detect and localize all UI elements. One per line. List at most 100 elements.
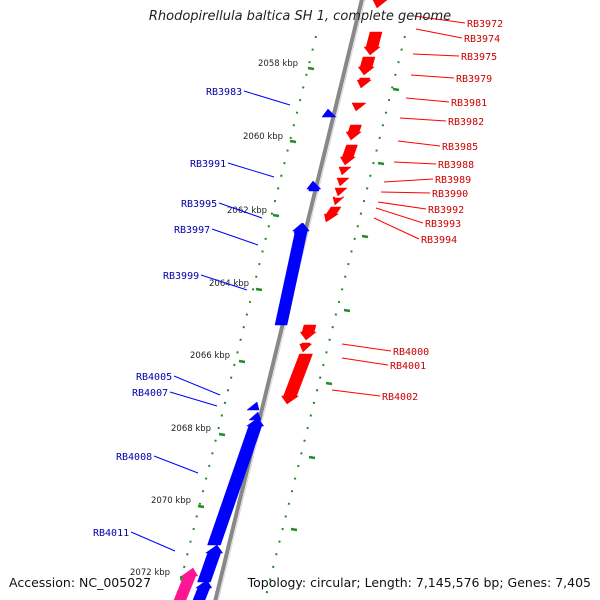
reverse-leader-line <box>130 531 176 552</box>
forward-leader-line <box>415 28 463 39</box>
forward-gene <box>372 0 388 9</box>
reverse-gene <box>306 180 322 192</box>
ruler-tick <box>361 234 369 239</box>
reverse-leader-line <box>243 90 291 106</box>
forward-gene-label: RB4000 <box>393 347 429 358</box>
forward-gene-label: RB3994 <box>421 235 457 246</box>
forward-gene-label: RB4002 <box>382 392 418 403</box>
rna-gene <box>173 567 199 600</box>
ruler-tick <box>392 87 400 92</box>
reverse-gene <box>192 579 213 600</box>
reverse-gene <box>274 222 310 326</box>
forward-gene <box>339 144 358 166</box>
forward-gene-label: RB3972 <box>467 19 503 30</box>
reverse-gene-label: RB4011 <box>93 528 129 539</box>
ruler-label: 2068 kbp <box>171 424 211 434</box>
ruler-label: 2070 kbp <box>151 496 191 506</box>
forward-leader-line <box>410 74 455 79</box>
forward-gene <box>299 324 317 341</box>
ruler-tick <box>272 213 280 218</box>
ruler-tick <box>343 308 351 313</box>
ruler-tick <box>238 359 246 364</box>
ruler-tick <box>289 139 297 144</box>
forward-gene-label: RB4001 <box>390 361 426 372</box>
ruler-label: 2058 kbp <box>258 59 298 69</box>
forward-leader-line <box>383 178 434 183</box>
ruler-tick <box>377 161 385 166</box>
ruler-tick <box>218 432 226 437</box>
reverse-gene-label: RB4005 <box>136 372 172 383</box>
topology-text: Topology: circular; Length: 7,145,576 bp… <box>247 575 591 590</box>
forward-gene-label: RB3993 <box>425 219 461 230</box>
forward-gene <box>281 353 313 405</box>
reverse-gene-label: RB4008 <box>116 452 152 463</box>
forward-gene <box>345 124 362 141</box>
forward-gene <box>356 77 372 89</box>
forward-leader-line <box>393 161 437 165</box>
reverse-gene-label: RB3997 <box>174 225 210 236</box>
forward-leader-line <box>341 343 392 352</box>
reverse-gene <box>321 108 337 118</box>
forward-leader-line <box>331 389 381 397</box>
reverse-leader-line <box>173 375 221 396</box>
forward-leader-line <box>377 201 427 210</box>
forward-gene <box>334 187 348 197</box>
reverse-leader-line <box>211 228 259 246</box>
forward-gene <box>324 206 342 223</box>
reverse-gene <box>291 222 308 234</box>
forward-gene <box>351 102 367 112</box>
forward-gene <box>299 342 313 353</box>
reverse-gene-label: RB3999 <box>163 271 199 282</box>
forward-gene <box>336 177 350 187</box>
ruler-tick <box>308 455 316 460</box>
forward-gene-label: RB3992 <box>428 205 464 216</box>
forward-gene <box>338 166 352 176</box>
forward-gene-label: RB3979 <box>456 74 492 85</box>
forward-leader-line <box>373 217 420 240</box>
gene-features <box>173 0 388 600</box>
forward-gene-label: RB3974 <box>464 34 500 45</box>
forward-leader-line <box>399 117 447 122</box>
forward-gene-label: RB3988 <box>438 160 474 171</box>
reverse-leader-line <box>218 202 263 219</box>
reverse-gene-label: RB3995 <box>181 199 217 210</box>
forward-leader-line <box>380 191 431 194</box>
reverse-gene <box>197 544 224 583</box>
forward-leader-line <box>397 140 441 147</box>
genome-title: Rhodopirellula baltica SH 1, complete ge… <box>148 9 452 24</box>
ruler-tick <box>255 287 263 292</box>
forward-gene <box>357 56 376 76</box>
ruler-label: 2060 kbp <box>243 132 283 142</box>
forward-gene <box>332 196 345 206</box>
reverse-gene-label: RB3991 <box>190 159 226 170</box>
reverse-gene <box>246 401 260 411</box>
forward-gene-label: RB3990 <box>432 189 468 200</box>
forward-gene-label: RB3982 <box>448 117 484 128</box>
forward-gene-label: RB3975 <box>461 52 497 63</box>
forward-leader-line <box>412 53 460 57</box>
forward-gene-label: RB3981 <box>451 98 487 109</box>
forward-leader-line <box>405 97 450 103</box>
forward-leader-line <box>375 207 424 224</box>
ruler-tick <box>290 527 298 532</box>
reverse-leader-line <box>200 274 248 291</box>
ruler-label: 2066 kbp <box>190 351 230 361</box>
ruler-dots-left <box>175 35 317 600</box>
ruler-label: 2072 kbp <box>130 568 170 578</box>
ruler-tick <box>325 381 333 386</box>
forward-gene-label: RB3985 <box>442 142 478 153</box>
reverse-gene-label: RB4007 <box>132 388 168 399</box>
accession-text: Accession: NC_005027 <box>9 575 152 590</box>
gene-labels: RB3972 RB3974 RB3975 RB3979 RB3981 RB3982 RB39… <box>93 15 503 552</box>
reverse-gene <box>207 417 265 546</box>
forward-gene <box>363 31 383 56</box>
ruler-label: 2062 kbp <box>227 206 267 216</box>
reverse-gene-label: RB3983 <box>206 87 242 98</box>
reverse-leader-line <box>153 455 199 474</box>
forward-gene-label: RB3989 <box>435 175 471 186</box>
reverse-leader-line <box>169 391 218 407</box>
reverse-leader-line <box>227 162 275 178</box>
forward-leader-line <box>413 15 466 24</box>
